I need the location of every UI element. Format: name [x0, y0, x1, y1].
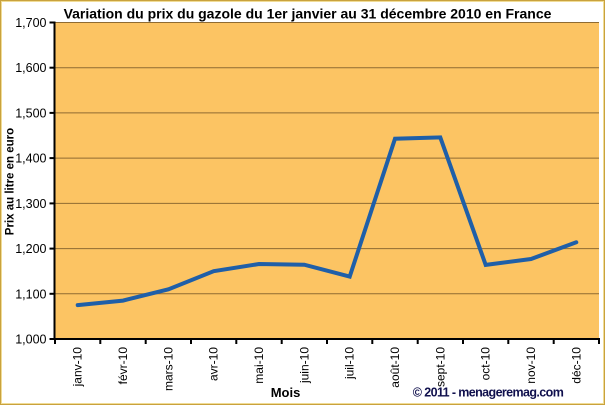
svg-text:juil-10: juil-10: [343, 347, 357, 380]
svg-text:juin-10: juin-10: [297, 347, 311, 384]
svg-text:© 2011 - menageremag.com: © 2011 - menageremag.com: [413, 386, 564, 400]
svg-text:1,200: 1,200: [15, 242, 46, 256]
svg-text:févr-10: févr-10: [116, 347, 130, 385]
svg-text:1,600: 1,600: [15, 61, 46, 75]
svg-text:sept-10: sept-10: [433, 347, 447, 387]
svg-text:déc-10: déc-10: [569, 347, 583, 384]
svg-text:août-10: août-10: [388, 347, 402, 388]
svg-text:mars-10: mars-10: [161, 347, 175, 391]
svg-text:1,300: 1,300: [15, 197, 46, 211]
svg-text:avr-10: avr-10: [207, 347, 221, 381]
svg-text:1,000: 1,000: [15, 333, 46, 347]
svg-text:janv-10: janv-10: [71, 347, 85, 388]
svg-text:Mois: Mois: [271, 385, 301, 400]
svg-text:Prix au litre en euro: Prix au litre en euro: [5, 128, 17, 235]
svg-text:1,500: 1,500: [15, 106, 46, 120]
svg-text:mai-10: mai-10: [252, 347, 266, 384]
svg-text:oct-10: oct-10: [479, 347, 493, 381]
svg-text:nov-10: nov-10: [524, 347, 538, 384]
svg-text:1,700: 1,700: [15, 16, 46, 30]
svg-text:1,400: 1,400: [15, 152, 46, 166]
svg-text:1,100: 1,100: [15, 287, 46, 301]
svg-text:Variation du prix du gazole du: Variation du prix du gazole du 1er janvi…: [64, 6, 552, 22]
